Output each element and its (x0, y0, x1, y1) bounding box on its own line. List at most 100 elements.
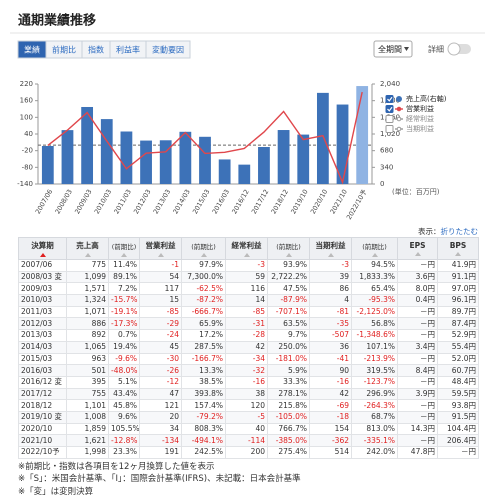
table-cell: 19.4% (108, 340, 140, 354)
bar (238, 164, 251, 184)
table-cell: 91.1円 (437, 270, 479, 284)
table-cell: -114 (225, 434, 268, 447)
column-header[interactable]: (前期比) (181, 237, 226, 260)
table-cell: -31 (225, 317, 268, 331)
table-cell: -79.2% (181, 410, 226, 424)
bar (356, 86, 369, 184)
table-row: 2019/10 変 1,008 9.6% 20 -79.2% -5 -105.0% -18 68… (18, 410, 479, 424)
table-cell: 89.1% (108, 270, 140, 284)
table-cell: -30 (139, 352, 182, 366)
y2-tick-label: 2,040 (380, 80, 400, 88)
legend-label[interactable]: 営業利益 (406, 104, 434, 113)
legend-label[interactable]: 売上高(右軸) (406, 94, 447, 103)
table-row: 2008/03 変 1,099 89.1% 54 7,300.0% 59 2,722.2% 3… (18, 270, 479, 284)
table-cell: -95.3% (351, 294, 398, 307)
legend-label[interactable]: 当期利益 (406, 124, 434, 133)
table-cell: -34 (225, 352, 268, 366)
table-cell: 1,621 (66, 434, 109, 447)
legend-label[interactable]: 経常利益 (406, 114, 434, 123)
bar (297, 134, 310, 184)
legend-checkbox[interactable] (385, 115, 394, 123)
tab-label[interactable]: 業績 (24, 45, 40, 55)
period-select[interactable] (373, 40, 413, 58)
table-cell: 1,099 (66, 270, 109, 284)
table-cell: -166.7% (181, 352, 226, 366)
table-cell: 47 (139, 387, 182, 401)
column-header[interactable]: (前期比) (267, 237, 310, 260)
table-cell: 2010/03 (18, 294, 67, 307)
tab-label[interactable]: 指数 (88, 45, 104, 55)
tab-label[interactable]: 変動要因 (152, 45, 184, 55)
table-cell: 892 (66, 329, 109, 342)
table-cell: 55.4円 (437, 340, 479, 354)
bar (41, 146, 54, 184)
table-cell: 3.4円 (397, 340, 438, 354)
table-cell: 65.4% (351, 282, 398, 296)
table-cell: 60.7円 (437, 364, 479, 377)
toggle-link[interactable]: 折りたたむ (440, 227, 479, 236)
table-cell: 11.4% (108, 259, 140, 272)
table-cell: 514 (309, 446, 352, 459)
column-header[interactable]: 売上高 (66, 237, 109, 260)
sort-icon (84, 253, 91, 257)
column-header[interactable]: (前期比) (108, 237, 140, 260)
table-cell: 963 (66, 352, 109, 366)
tab-label[interactable]: 利益率 (116, 45, 140, 55)
table-cell: 34 (139, 422, 182, 436)
legend-dot (396, 116, 402, 122)
tab[interactable] (145, 40, 191, 59)
table-cell: －円 (397, 329, 438, 342)
table-cell: 5.9% (267, 364, 310, 377)
column-header[interactable]: 営業利益 (139, 237, 182, 260)
table-cell: 2020/10 (18, 422, 67, 436)
sort-icon (285, 252, 292, 257)
table-cell: -69 (309, 399, 352, 412)
legend-checkbox[interactable] (385, 125, 394, 133)
sort-icon (39, 253, 46, 257)
table-cell: 117 (139, 282, 182, 296)
table-cell: -12.8% (108, 434, 140, 447)
column-header[interactable]: BPS (437, 237, 479, 260)
table-cell: 96.1円 (437, 294, 479, 307)
table-cell: 200 (225, 446, 268, 459)
table-cell: 14 (225, 294, 268, 307)
table-cell: -85 (225, 305, 268, 319)
column-header[interactable]: 当期利益 (309, 237, 352, 260)
table-cell: 1,859 (66, 422, 109, 436)
table-cell: 813.0% (351, 422, 398, 436)
table-toggle: 表示：折りたたむ (418, 226, 478, 237)
period-label[interactable]: 全期間 (378, 44, 402, 54)
column-header[interactable]: 経常利益 (225, 237, 268, 260)
table-cell: －円 (397, 305, 438, 319)
sort-icon (455, 252, 461, 256)
column-header[interactable]: (前期比) (351, 237, 398, 260)
header-text: (前期比) (191, 242, 216, 251)
table-cell: 38.5% (181, 375, 226, 389)
table-cell: -3 (309, 259, 352, 272)
legend-dot (396, 126, 402, 132)
table-cell: 45 (139, 340, 182, 354)
table-cell: 250.0% (267, 340, 310, 354)
footnote: ※前期比・指数は各項目を12ヶ月換算した値を表示 (18, 462, 215, 472)
x-tick-label: 2020/10 (309, 188, 329, 215)
table-cell: -26 (139, 364, 182, 377)
legend-swatch (396, 96, 402, 102)
table-cell: －円 (397, 375, 438, 389)
table-cell: -41 (309, 352, 352, 366)
table-cell: 2018/12 (18, 399, 67, 412)
table-cell: 9.7% (267, 329, 310, 342)
column-header[interactable]: 決算期 (18, 237, 67, 260)
table-cell: 3.6円 (397, 270, 438, 284)
x-tick-label: 2016/12 (230, 188, 250, 215)
table-cell: 45.8% (108, 399, 140, 412)
table-cell: 47.5% (267, 282, 310, 296)
table-cell: -666.7% (181, 305, 226, 319)
tab-label[interactable]: 前期比 (52, 45, 76, 55)
table-cell: 2019/10 変 (18, 410, 67, 424)
table-cell: -5 (225, 410, 268, 424)
page-title: 通期業績推移 (18, 13, 96, 29)
table-cell: 59 (225, 270, 268, 284)
table-row: 2013/03 892 0.7% -24 17.2% -28 9.7% -507 -1,348.… (18, 329, 479, 342)
column-header[interactable]: EPS (397, 237, 438, 260)
bar (61, 130, 74, 184)
